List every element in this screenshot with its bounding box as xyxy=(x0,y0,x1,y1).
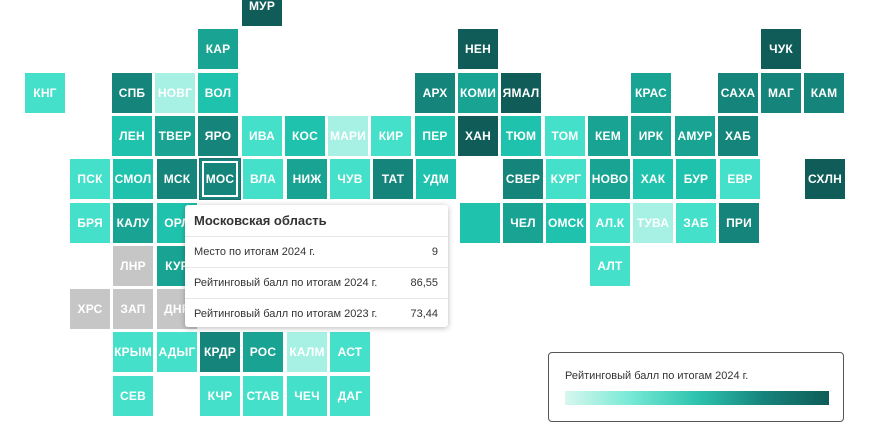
region-tile[interactable]: СТАВ xyxy=(243,376,283,416)
tooltip-row-label: Рейтинговый балл по итогам 2023 г. xyxy=(194,308,378,320)
region-tile[interactable]: ВОЛ xyxy=(198,73,238,113)
region-tile[interactable]: КЕМ xyxy=(588,116,628,156)
region-tile[interactable]: БРЯ xyxy=(70,203,110,243)
region-tile[interactable]: ДАГ xyxy=(330,376,370,416)
region-tile[interactable]: АЛ.К xyxy=(590,203,630,243)
region-tile[interactable]: ХАБ xyxy=(718,116,758,156)
region-tile[interactable]: АРХ xyxy=(415,73,455,113)
region-tile[interactable]: КЧР xyxy=(200,376,240,416)
region-tile[interactable] xyxy=(460,203,500,243)
region-tile[interactable]: НИЖ xyxy=(287,159,327,199)
region-tile[interactable]: ТАТ xyxy=(373,159,413,199)
region-tile[interactable]: АСТ xyxy=(330,332,370,372)
tooltip-row-label: Рейтинговый балл по итогам 2024 г. xyxy=(194,277,378,289)
region-tile[interactable]: АЛТ xyxy=(590,246,630,286)
tooltip-title: Московская область xyxy=(194,213,327,228)
tooltip-row-score-2023: Рейтинговый балл по итогам 2023 г. 73,44 xyxy=(185,298,448,330)
region-tile[interactable]: ЯРО xyxy=(198,116,238,156)
region-tile[interactable]: УДМ xyxy=(416,159,456,199)
region-tile[interactable]: МСК xyxy=(157,159,197,199)
region-tooltip: Московская область Место по итогам 2024 … xyxy=(185,205,448,327)
region-tile[interactable]: ЯМАЛ xyxy=(501,73,541,113)
region-tile[interactable]: РОС xyxy=(243,332,283,372)
region-tile[interactable]: СХЛН xyxy=(805,159,845,199)
region-tile[interactable]: ИРК xyxy=(631,116,671,156)
region-tile[interactable]: НОВГ xyxy=(155,73,195,113)
region-tile[interactable]: КИР xyxy=(371,116,411,156)
tooltip-row-value: 73,44 xyxy=(410,308,438,320)
region-tile[interactable]: САХА xyxy=(718,73,758,113)
tooltip-row-label: Место по итогам 2024 г. xyxy=(194,246,316,258)
region-tile[interactable]: ПСК xyxy=(70,159,110,199)
region-tile[interactable]: КОМИ xyxy=(458,73,498,113)
region-tile[interactable]: АМУР xyxy=(675,116,715,156)
region-tile[interactable]: ЧУВ xyxy=(330,159,370,199)
region-tile[interactable]: ХРС xyxy=(70,289,110,329)
region-tile[interactable]: ЛНР xyxy=(113,246,153,286)
tooltip-row-score-2024: Рейтинговый балл по итогам 2024 г. 86,55 xyxy=(185,267,448,299)
region-tile[interactable]: КОС xyxy=(285,116,325,156)
region-tile[interactable]: ХАН xyxy=(458,116,498,156)
region-tile[interactable]: НЕН xyxy=(458,29,498,69)
region-tile[interactable]: ЧУК xyxy=(761,29,801,69)
region-tile[interactable]: ПРИ xyxy=(719,203,759,243)
region-tile[interactable]: МАРИ xyxy=(328,116,368,156)
region-tile[interactable]: СМОЛ xyxy=(113,159,153,199)
region-tile[interactable]: БУР xyxy=(676,159,716,199)
region-tile[interactable]: КРЫМ xyxy=(113,332,153,372)
region-tile[interactable]: ТУВА xyxy=(633,203,673,243)
region-tile[interactable]: ЗАБ xyxy=(676,203,716,243)
region-tile[interactable]: ЕВР xyxy=(720,159,760,199)
tooltip-row-value: 9 xyxy=(431,246,438,258)
region-tile[interactable]: ТЮМ xyxy=(501,116,541,156)
region-tile[interactable]: КРДР xyxy=(200,332,240,372)
region-tile[interactable]: АДЫГ xyxy=(157,332,197,372)
region-tile[interactable]: ВЛА xyxy=(243,159,283,199)
color-legend: Рейтинговый балл по итогам 2024 г. xyxy=(548,352,844,422)
legend-title: Рейтинговый балл по итогам 2024 г. xyxy=(565,370,749,382)
region-tile[interactable]: ОМСК xyxy=(546,203,586,243)
region-tile[interactable]: КУРГ xyxy=(546,159,586,199)
region-tile[interactable]: ИВА xyxy=(242,116,282,156)
region-tile[interactable]: МУР xyxy=(242,0,282,26)
region-tile[interactable]: ЛЕН xyxy=(112,116,152,156)
legend-gradient-bar xyxy=(565,391,829,405)
region-tile[interactable]: СЕВ xyxy=(113,376,153,416)
region-tile[interactable]: ЧЕЛ xyxy=(503,203,543,243)
region-tile[interactable]: ЧЕЧ xyxy=(287,376,327,416)
region-tile[interactable]: КАР xyxy=(198,29,238,69)
region-tile[interactable]: ТВЕР xyxy=(155,116,195,156)
tooltip-row-value: 86,55 xyxy=(410,277,438,289)
region-tile[interactable]: ЗАП xyxy=(113,289,153,329)
region-tile[interactable]: ТОМ xyxy=(545,116,585,156)
region-tile[interactable]: КРАС xyxy=(631,73,671,113)
tooltip-row-place: Место по итогам 2024 г. 9 xyxy=(185,236,448,268)
region-tile[interactable]: КАЛМ xyxy=(287,332,327,372)
region-tile[interactable]: МАГ xyxy=(761,73,801,113)
region-tile[interactable]: СПБ xyxy=(112,73,152,113)
region-tile[interactable]: СВЕР xyxy=(503,159,543,199)
region-tile[interactable]: КНГ xyxy=(25,73,65,113)
region-tile[interactable]: КАЛУ xyxy=(113,203,153,243)
region-tile[interactable]: НОВО xyxy=(590,159,630,199)
region-tile-map: МУР КАР НЕН ЧУК КНГ СПБ НОВГ ВОЛ АРХ КОМИ ЯМАЛ КРАС… xyxy=(25,0,845,416)
region-tile[interactable]: КАМ xyxy=(804,73,844,113)
region-tile[interactable]: ХАК xyxy=(633,159,673,199)
region-tile[interactable]: ПЕР xyxy=(415,116,455,156)
region-tile[interactable]: МОС xyxy=(200,159,240,199)
